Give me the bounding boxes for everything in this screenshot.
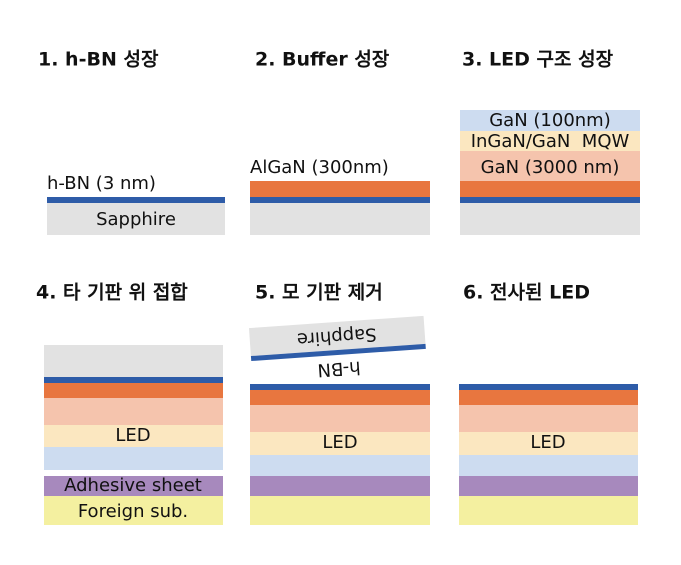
gan-layer xyxy=(44,447,223,470)
layer-label: Adhesive sheet xyxy=(64,475,202,496)
panel-title: 1. h-BN 성장 xyxy=(38,49,159,71)
panel-title: 5. 모 기판 제거 xyxy=(255,282,383,304)
layer-label: LED xyxy=(530,432,565,453)
layer-label: LED xyxy=(115,425,150,446)
removed-substrate: Sapphire h-BN xyxy=(248,315,426,380)
algan-layer xyxy=(250,390,430,405)
panel-title: 6. 전사된 LED xyxy=(463,282,590,304)
hbn-layer xyxy=(250,343,426,362)
hbn-layer xyxy=(47,197,225,203)
mqw-layer xyxy=(250,432,430,455)
layer-label: Sapphire xyxy=(96,209,176,230)
mqw-layer xyxy=(459,432,638,455)
gan-layer xyxy=(459,405,638,432)
adhesive-layer xyxy=(459,476,638,496)
adhesive-layer xyxy=(250,476,430,496)
foreign-substrate xyxy=(459,496,638,525)
layer-label: InGaN/GaN MQW xyxy=(471,131,630,152)
gan-layer xyxy=(460,151,640,181)
algan-layer xyxy=(44,383,223,398)
gan-layer xyxy=(44,398,223,425)
gan-layer xyxy=(250,455,430,476)
hbn-layer xyxy=(44,377,223,383)
layer-label: Foreign sub. xyxy=(78,501,188,522)
algan-layer xyxy=(250,181,430,197)
gan-layer xyxy=(460,110,640,131)
mqw-layer xyxy=(460,131,640,151)
foreign-substrate xyxy=(44,496,223,525)
panel-title: 3. LED 구조 성장 xyxy=(462,49,614,71)
layer-label: GaN (3000 nm) xyxy=(481,157,620,178)
sapphire-layer xyxy=(250,203,430,235)
layer-label: h-BN (3 nm) xyxy=(47,173,156,194)
adhesive-layer xyxy=(44,476,223,496)
sapphire-layer xyxy=(460,203,640,235)
panel-title: 4. 타 기판 위 접합 xyxy=(36,282,188,304)
layer-label: h-BN xyxy=(317,356,361,380)
panel-title: 2. Buffer 성장 xyxy=(255,49,390,71)
hbn-layer xyxy=(250,384,430,390)
layer-label: AlGaN (300nm) xyxy=(250,157,389,178)
hbn-layer xyxy=(459,384,638,390)
algan-layer xyxy=(460,181,640,197)
sapphire-layer xyxy=(248,315,426,357)
gan-layer xyxy=(250,405,430,432)
gan-layer xyxy=(459,455,638,476)
foreign-substrate xyxy=(250,496,430,525)
sapphire-layer xyxy=(44,345,223,377)
mqw-layer xyxy=(44,425,223,447)
sapphire-layer xyxy=(47,203,225,235)
hbn-layer xyxy=(250,197,430,203)
layer-label: LED xyxy=(322,432,357,453)
layer-label: GaN (100nm) xyxy=(489,110,611,131)
hbn-layer xyxy=(460,197,640,203)
algan-layer xyxy=(459,390,638,405)
